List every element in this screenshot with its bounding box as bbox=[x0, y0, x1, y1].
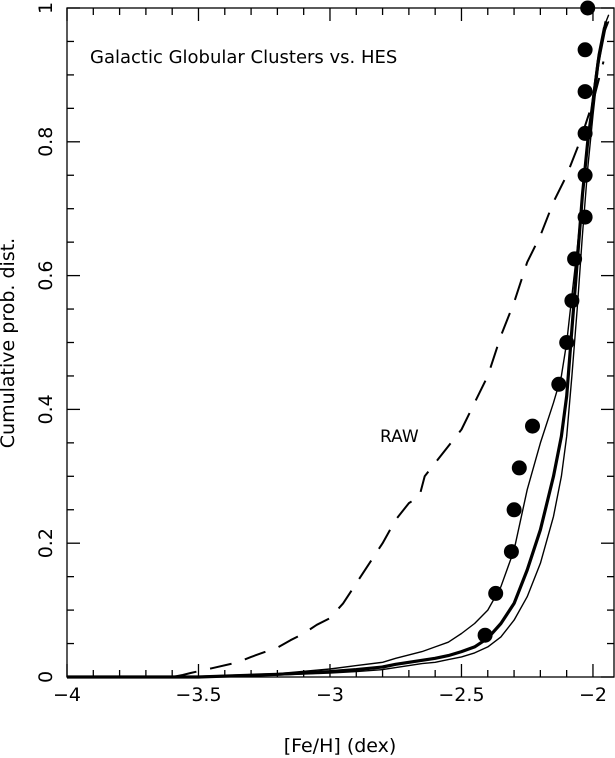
ticks-layer: −4 −3.5 −3 −2.5 −2 0 0.2 0.4 0.6 0.8 1 bbox=[35, 2, 614, 706]
series-line-thin-3 bbox=[67, 21, 610, 678]
data-point bbox=[551, 376, 567, 392]
x-tick-label: −3.5 bbox=[175, 684, 221, 706]
data-point bbox=[511, 460, 527, 476]
data-point bbox=[567, 251, 583, 267]
data-point bbox=[477, 627, 493, 643]
y-tick-label: 0.6 bbox=[35, 260, 57, 290]
data-point bbox=[564, 293, 580, 309]
raw-annotation: RAW bbox=[380, 427, 419, 447]
series-line-dashed-0 bbox=[67, 61, 605, 678]
y-tick-label: 0 bbox=[35, 671, 57, 683]
data-point bbox=[503, 544, 519, 560]
data-point bbox=[525, 418, 540, 434]
series-line-thin-2 bbox=[66, 14, 610, 678]
data-point bbox=[577, 167, 593, 183]
x-tick-label: −3 bbox=[316, 684, 344, 706]
points-layer bbox=[477, 0, 596, 643]
x-tick-label: −2 bbox=[579, 684, 607, 706]
x-axis-label: [Fe/H] (dex) bbox=[284, 735, 397, 757]
data-point bbox=[506, 502, 522, 518]
y-tick-label: 0.8 bbox=[35, 127, 57, 157]
plot-frame bbox=[66, 7, 615, 678]
y-tick-label: 1 bbox=[35, 2, 57, 14]
series-layer bbox=[66, 14, 610, 679]
data-point bbox=[488, 585, 504, 601]
data-point bbox=[577, 84, 593, 100]
y-axis-label: Cumulative prob. dist. bbox=[0, 238, 19, 448]
series-line-thick-1 bbox=[67, 21, 608, 679]
data-point bbox=[577, 125, 593, 141]
data-point bbox=[559, 335, 575, 350]
x-tick-label: −2.5 bbox=[438, 684, 484, 706]
x-tick-label: −4 bbox=[53, 684, 81, 706]
y-tick-label: 0.4 bbox=[35, 394, 57, 424]
data-point bbox=[577, 42, 593, 58]
chart-title: Galactic Globular Clusters vs. HES bbox=[90, 47, 397, 68]
y-tick-label: 0.2 bbox=[35, 528, 57, 558]
data-point bbox=[577, 209, 593, 225]
